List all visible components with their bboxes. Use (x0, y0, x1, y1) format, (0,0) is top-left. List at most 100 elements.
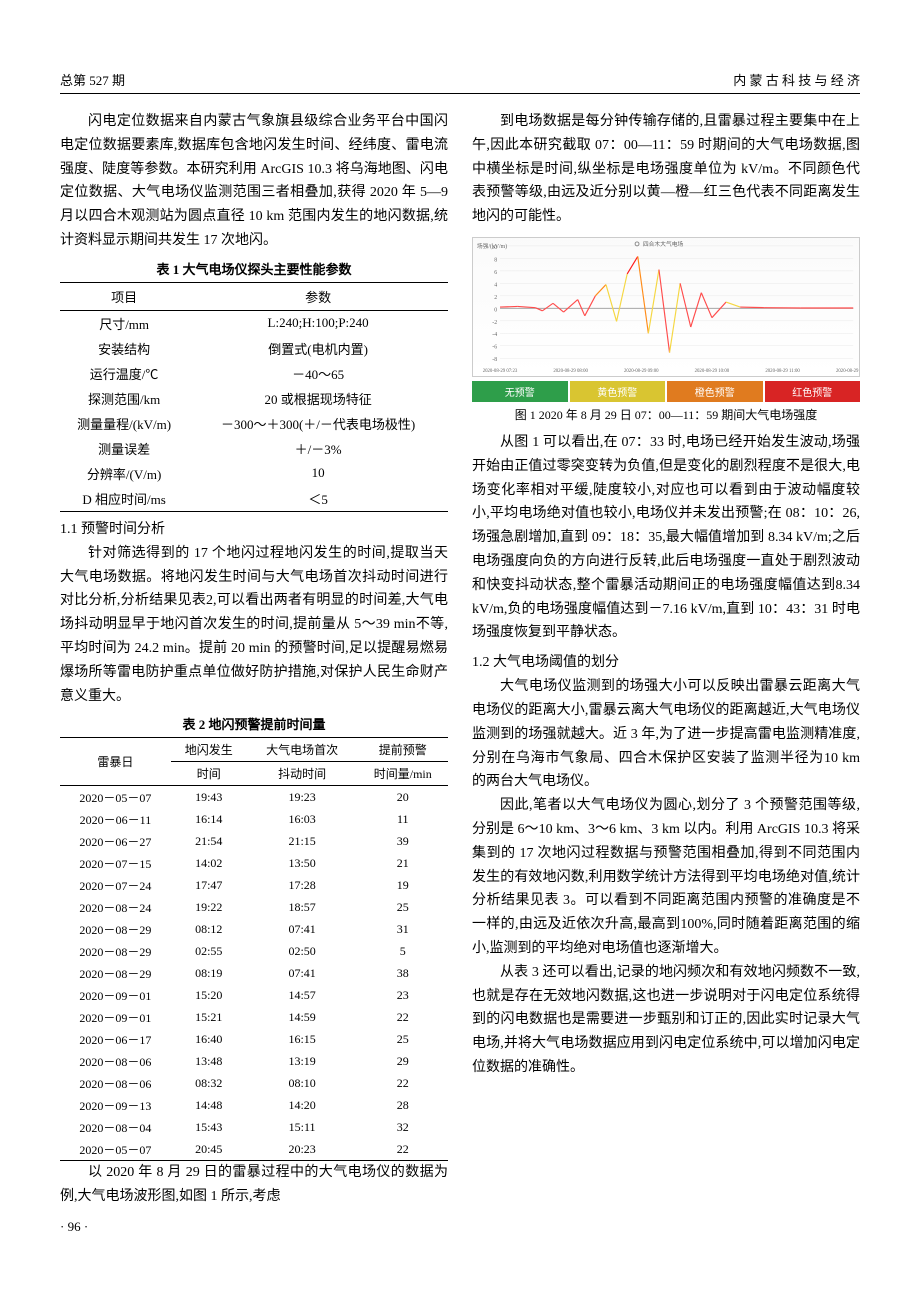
table-cell: 2020－08－29 (60, 918, 171, 940)
table-cell: 23 (358, 984, 448, 1006)
svg-text:2020-08-29 08:00: 2020-08-29 08:00 (553, 369, 588, 374)
table-cell: 倒置式(电机内置) (188, 336, 448, 361)
table2-h1a: 地闪发生 (171, 738, 247, 762)
table-cell: 25 (358, 896, 448, 918)
svg-text:2020-08-29 09:00: 2020-08-29 09:00 (624, 369, 659, 374)
table-cell: 21:54 (171, 830, 247, 852)
table-row: 2020－06－1116:1416:0311 (60, 808, 448, 830)
section-1-2-title: 1.2 大气电场阈值的划分 (472, 651, 860, 671)
table-cell: 20:45 (171, 1138, 247, 1161)
table-cell: 19 (358, 874, 448, 896)
right-column: 到电场数据是每分钟传输存储的,且雷暴过程主要集中在上午,因此本研究截取 07：0… (472, 110, 860, 1235)
table-cell: 5 (358, 940, 448, 962)
svg-text:-8: -8 (492, 357, 497, 363)
table-row: 2020－06－1716:4016:1525 (60, 1028, 448, 1050)
table-cell: 2020－09－01 (60, 984, 171, 1006)
table-row: 运行温度/℃－40～65 (60, 361, 448, 386)
table1-header-row: 项目 参数 (60, 282, 448, 310)
table-cell: 07:41 (247, 918, 358, 940)
table-row: 测量量程/(kV/m)－300～＋300(＋/－代表电场极性) (60, 411, 448, 436)
table-cell: D 相应时间/ms (60, 486, 188, 512)
figure-1: -8-6-4-202468102020-08-29 07:232020-08-2… (472, 237, 860, 423)
table-cell: 13:19 (247, 1050, 358, 1072)
table-cell: 14:57 (247, 984, 358, 1006)
table-cell: 22 (358, 1138, 448, 1161)
table-cell: 测量量程/(kV/m) (60, 411, 188, 436)
svg-text:0: 0 (494, 307, 497, 313)
table-cell: 21:15 (247, 830, 358, 852)
table-cell: 17:28 (247, 874, 358, 896)
table2-header-row-1: 雷暴日 地闪发生 大气电场首次 提前预警 (60, 738, 448, 762)
table-cell: L:240;H:100;P:240 (188, 310, 448, 336)
left-para-3: 以 2020 年 8 月 29 日的雷暴过程中的大气电场仪的数据为例,大气电场波… (60, 1161, 448, 1209)
section-1-1-title: 1.1 预警时间分析 (60, 518, 448, 538)
right-para-1: 到电场数据是每分钟传输存储的,且雷暴过程主要集中在上午,因此本研究截取 07：0… (472, 110, 860, 229)
table-row: 2020－09－1314:4814:2028 (60, 1094, 448, 1116)
table-cell: 21 (358, 852, 448, 874)
table-cell: 10 (188, 461, 448, 486)
page-number: · 96 · (60, 1219, 448, 1235)
table-row: 2020－05－0719:4319:2320 (60, 786, 448, 809)
left-para-2: 针对筛选得到的 17 个地闪过程地闪发生的时间,提取当天大气电场数据。将地闪发生… (60, 542, 448, 709)
two-column-content: 闪电定位数据来自内蒙古气象旗县级综合业务平台中国闪电定位数据要素库,数据库包含地… (60, 110, 860, 1235)
table-cell: 尺寸/mm (60, 310, 188, 336)
table-cell: 2020－09－01 (60, 1006, 171, 1028)
table-cell: 19:43 (171, 786, 247, 809)
table-row: 2020－08－2902:5502:505 (60, 940, 448, 962)
table-cell: 14:59 (247, 1006, 358, 1028)
table-cell: 02:55 (171, 940, 247, 962)
legend-item: 红色预警 (765, 381, 861, 402)
header-right: 内 蒙 古 科 技 与 经 济 (733, 70, 860, 89)
table-row: 尺寸/mmL:240;H:100;P:240 (60, 310, 448, 336)
legend-item: 橙色预警 (667, 381, 763, 402)
table2-h3a: 提前预警 (358, 738, 448, 762)
table-cell: 2020－08－04 (60, 1116, 171, 1138)
svg-text:四合木大气电场: 四合木大气电场 (643, 240, 684, 248)
svg-text:-6: -6 (492, 345, 497, 351)
svg-text:2: 2 (494, 295, 497, 301)
table-row: 2020－08－0415:4315:1132 (60, 1116, 448, 1138)
table-cell: 22 (358, 1006, 448, 1028)
table-cell: 15:20 (171, 984, 247, 1006)
table2-h2a: 大气电场首次 (247, 738, 358, 762)
table-row: 探测范围/km20 或根据现场特征 (60, 386, 448, 411)
figure-1-caption: 图 1 2020 年 8 月 29 日 07：00—11：59 期间大气电场强度 (472, 406, 860, 423)
table-cell: 2020－09－13 (60, 1094, 171, 1116)
table-cell: －300～＋300(＋/－代表电场极性) (188, 411, 448, 436)
right-para-2: 从图 1 可以看出,在 07：33 时,电场已经开始发生波动,场强开始由正值过零… (472, 431, 860, 645)
legend-item: 无预警 (472, 381, 568, 402)
table-cell: 08:19 (171, 962, 247, 984)
svg-text:-2: -2 (492, 320, 497, 326)
table1-h1: 参数 (188, 282, 448, 310)
table-cell: 17:47 (171, 874, 247, 896)
table-cell: 2020－06－17 (60, 1028, 171, 1050)
table-row: 2020－07－2417:4717:2819 (60, 874, 448, 896)
table-cell: 分辨率/(V/m) (60, 461, 188, 486)
table-cell: 2020－05－07 (60, 1138, 171, 1161)
table-cell: 25 (358, 1028, 448, 1050)
table-row: 2020－06－2721:5421:1539 (60, 830, 448, 852)
table-cell: ＋/－3% (188, 436, 448, 461)
table-cell: 2020－08－24 (60, 896, 171, 918)
table-cell: 19:22 (171, 896, 247, 918)
table-row: 2020－05－0720:4520:2322 (60, 1138, 448, 1161)
table-cell: 2020－08－06 (60, 1050, 171, 1072)
svg-text:2020-08-29 07:23: 2020-08-29 07:23 (483, 369, 518, 374)
table-cell: 02:50 (247, 940, 358, 962)
svg-text:2020-08-29 11:00: 2020-08-29 11:00 (765, 369, 800, 374)
svg-text:4: 4 (494, 282, 497, 288)
table2-h1b: 时间 (171, 762, 247, 786)
table-cell: 14:02 (171, 852, 247, 874)
table-row: 2020－08－0608:3208:1022 (60, 1072, 448, 1094)
legend-item: 黄色预警 (570, 381, 666, 402)
table-cell: 16:15 (247, 1028, 358, 1050)
table-cell: 39 (358, 830, 448, 852)
table-cell: 16:14 (171, 808, 247, 830)
table2-h3b: 时间量/min (358, 762, 448, 786)
table-cell: 38 (358, 962, 448, 984)
table-cell: 20 (358, 786, 448, 809)
table-cell: 18:57 (247, 896, 358, 918)
table-cell: 29 (358, 1050, 448, 1072)
table-cell: 08:12 (171, 918, 247, 940)
table-cell: 14:48 (171, 1094, 247, 1116)
